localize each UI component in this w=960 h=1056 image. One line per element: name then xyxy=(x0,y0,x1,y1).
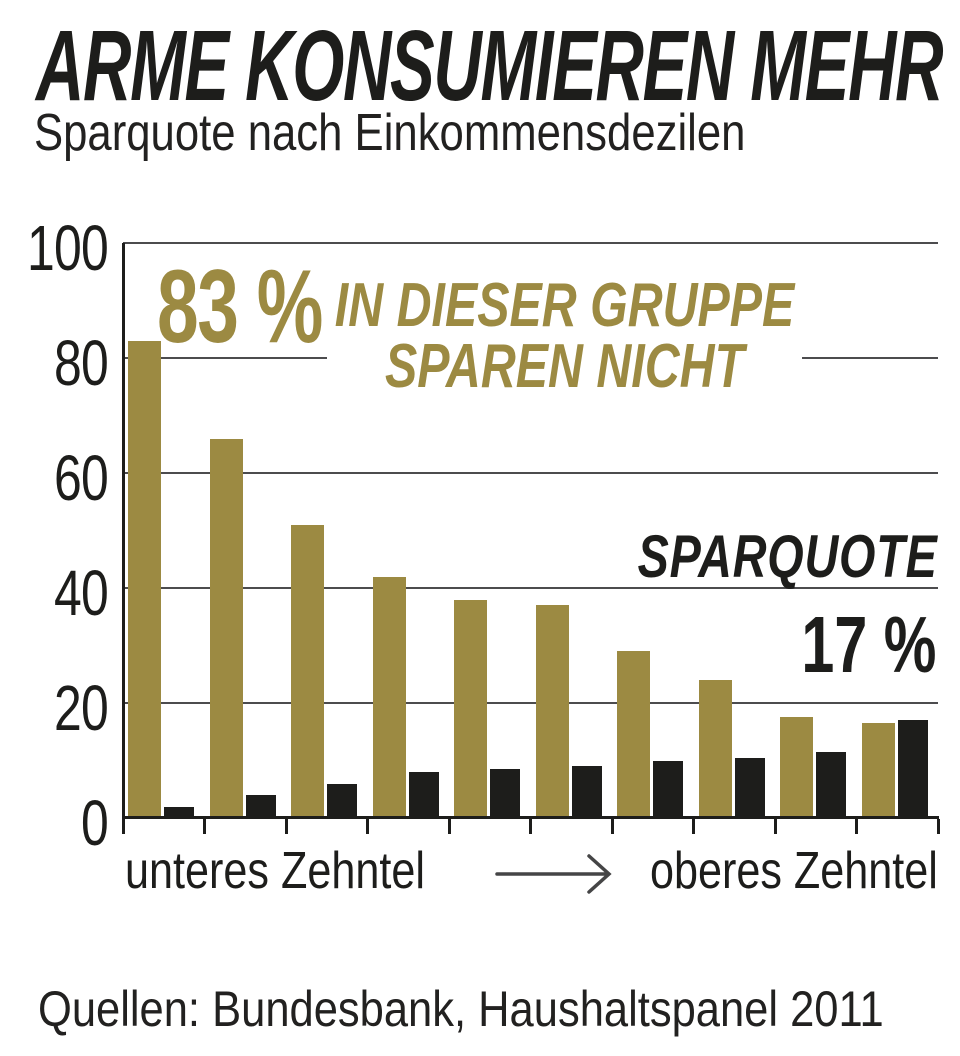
chart-title: ARME KONSUMIEREN MEHR xyxy=(36,10,944,122)
gridline-20 xyxy=(123,702,938,704)
x-axis-label-lower-decile: unteres Zehntel xyxy=(125,842,425,900)
bar-sparquote-decile-2 xyxy=(245,795,276,818)
gridline-40 xyxy=(123,587,938,589)
x-tick-10 xyxy=(936,819,940,834)
x-tick-8 xyxy=(773,819,777,834)
x-tick-6 xyxy=(610,819,614,834)
gridline-60 xyxy=(123,472,938,474)
bar-sparquote-decile-5 xyxy=(490,769,520,818)
bar-sparquote-decile-3 xyxy=(327,783,357,818)
x-tick-2 xyxy=(284,819,288,834)
bar-nonsavers-decile-2 xyxy=(209,438,243,818)
y-tick-label-0: 0 xyxy=(81,787,109,859)
annotation-nonsavers-line1: IN DIESER GRUPPE xyxy=(334,271,795,340)
bar-sparquote-decile-8 xyxy=(734,757,765,818)
bar-sparquote-decile-9 xyxy=(816,751,846,818)
annotation-sparquote-value: 17 % xyxy=(801,600,936,689)
x-tick-0 xyxy=(121,819,125,834)
y-axis-labels: 100 80 60 40 20 0 xyxy=(0,216,109,855)
source-line: Quellen: Bundesbank, Haushaltspanel 2011 xyxy=(38,981,884,1037)
y-tick-label-80: 80 xyxy=(54,327,109,399)
x-axis-line xyxy=(122,816,939,819)
bar-sparquote-decile-4 xyxy=(408,772,439,818)
bar-nonsavers-decile-5 xyxy=(454,599,487,818)
bar-nonsavers-decile-6 xyxy=(535,605,569,818)
gridline-100 xyxy=(123,242,938,244)
y-tick-label-60: 60 xyxy=(54,442,109,514)
bar-nonsavers-decile-1 xyxy=(128,340,161,818)
bar-sparquote-decile-6 xyxy=(571,766,602,818)
y-axis-line xyxy=(122,243,125,833)
bar-sparquote-decile-1 xyxy=(164,806,194,818)
annotation-nonsavers-line2: SPAREN NICHT xyxy=(384,332,745,401)
chart-subtitle: Sparquote nach Einkommensdezilen xyxy=(34,104,746,162)
annotation-nonsavers-label: IN DIESER GRUPPE SPAREN NICHT xyxy=(327,271,803,401)
y-tick-label-100: 100 xyxy=(27,212,109,284)
right-arrow-icon xyxy=(495,854,612,894)
annotation-sparquote-label: SPARQUOTE xyxy=(638,523,938,590)
x-tick-9 xyxy=(855,819,858,834)
bar-nonsavers-decile-9 xyxy=(780,717,813,818)
bar-nonsavers-decile-7 xyxy=(617,651,650,818)
x-tick-1 xyxy=(203,819,206,834)
x-tick-7 xyxy=(692,819,695,834)
y-tick-label-20: 20 xyxy=(54,672,109,744)
annotation-nonsavers-value: 83 % xyxy=(157,249,323,365)
y-tick-label-40: 40 xyxy=(54,557,109,629)
x-axis-label-upper-decile: oberes Zehntel xyxy=(650,842,938,900)
bar-nonsavers-decile-8 xyxy=(698,680,732,818)
x-tick-4 xyxy=(447,819,451,834)
x-axis-labels: unteres Zehntel oberes Zehntel xyxy=(123,842,938,907)
bar-nonsavers-decile-3 xyxy=(291,524,324,818)
x-tick-5 xyxy=(529,819,532,834)
plot-area: 83 % IN DIESER GRUPPE SPAREN NICHT SPARQ… xyxy=(121,242,940,834)
bar-nonsavers-decile-4 xyxy=(372,576,406,818)
bar-nonsavers-decile-10 xyxy=(861,723,895,818)
bar-sparquote-decile-10 xyxy=(897,720,928,818)
x-tick-3 xyxy=(366,819,369,834)
bar-sparquote-decile-7 xyxy=(653,760,683,818)
